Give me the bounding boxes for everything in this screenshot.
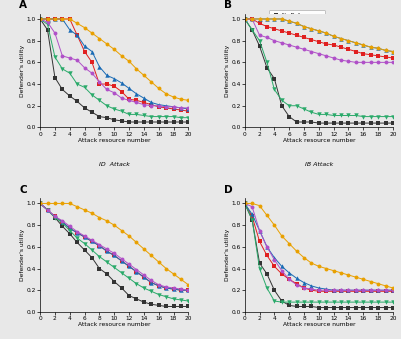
X-axis label: Attack resource number: Attack resource number <box>78 138 150 143</box>
Text: C: C <box>19 185 27 195</box>
X-axis label: Attack resource number: Attack resource number <box>283 138 355 143</box>
Text: B: B <box>224 0 232 10</box>
Legend: No Defense, ID Defense, IB Defense, RA Defense, DCM Defense, Mixed Strategy: No Defense, ID Defense, IB Defense, RA D… <box>269 10 325 55</box>
Text: IB Attack: IB Attack <box>305 162 333 166</box>
Text: ID  Attack: ID Attack <box>99 162 130 166</box>
Text: A: A <box>19 0 27 10</box>
X-axis label: Attack resource number: Attack resource number <box>283 322 355 327</box>
Y-axis label: Defender's utility: Defender's utility <box>20 44 25 97</box>
Y-axis label: Defender's utility: Defender's utility <box>225 229 230 281</box>
Y-axis label: Defender's utility: Defender's utility <box>20 229 25 281</box>
Text: D: D <box>224 185 233 195</box>
X-axis label: Attack resource number: Attack resource number <box>78 322 150 327</box>
Y-axis label: Defender's utility: Defender's utility <box>225 44 230 97</box>
